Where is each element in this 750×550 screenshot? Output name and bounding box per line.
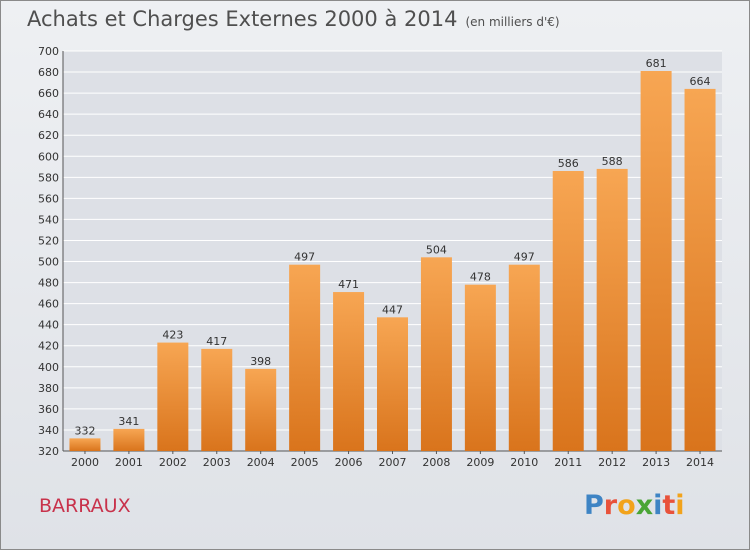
bar-value-label: 497 [294, 251, 315, 264]
bar [553, 171, 584, 451]
y-tick-label: 640 [38, 108, 59, 121]
x-tick-label: 2007 [379, 456, 407, 469]
bar [69, 438, 100, 451]
bar-value-label: 681 [646, 57, 667, 70]
bar [421, 257, 452, 451]
bar-value-label: 423 [162, 329, 183, 342]
y-tick-label: 440 [38, 319, 59, 332]
bar-value-label: 332 [74, 424, 95, 437]
bar-value-label: 341 [118, 415, 139, 428]
bar [509, 265, 540, 451]
bar-value-label: 664 [690, 75, 711, 88]
y-tick-label: 420 [38, 340, 59, 353]
y-tick-label: 700 [38, 45, 59, 58]
bar-chart: 320 340 360 380 400 420 440 460 480 500 520 540 560 5… [1, 1, 749, 549]
x-tick-label: 2005 [291, 456, 319, 469]
bar [289, 265, 320, 451]
bar-value-label: 417 [206, 335, 227, 348]
bar [245, 369, 276, 451]
x-tick-label: 2002 [159, 456, 187, 469]
y-tick-label: 660 [38, 87, 59, 100]
y-tick-label: 460 [38, 298, 59, 311]
y-tick-label: 540 [38, 213, 59, 226]
bar [641, 71, 672, 451]
bar-value-label: 447 [382, 303, 403, 316]
x-tick-label: 2009 [466, 456, 494, 469]
chart-frame: Achats et Charges Externes 2000 à 2014 (e… [0, 0, 750, 550]
bar-value-label: 398 [250, 355, 271, 368]
y-tick-label: 340 [38, 424, 59, 437]
bar-value-label: 497 [514, 251, 535, 264]
y-tick-label: 580 [38, 171, 59, 184]
y-tick-label: 680 [38, 66, 59, 79]
x-tick-label: 2010 [510, 456, 538, 469]
bar [201, 349, 232, 451]
y-tick-label: 480 [38, 277, 59, 290]
proxiti-logo: Proxiti [584, 490, 685, 521]
bar [685, 89, 716, 451]
bar-value-label: 586 [558, 157, 579, 170]
x-tick-label: 2000 [71, 456, 99, 469]
y-tick-label: 500 [38, 256, 59, 269]
y-tick-label: 380 [38, 382, 59, 395]
x-tick-label: 2006 [335, 456, 363, 469]
bar-value-label: 478 [470, 271, 491, 284]
x-tick-label: 2011 [554, 456, 582, 469]
x-tick-label: 2003 [203, 456, 231, 469]
bar-value-label: 504 [426, 243, 447, 256]
bar [113, 429, 144, 451]
x-tick-label: 2014 [686, 456, 714, 469]
x-tick-label: 2013 [642, 456, 670, 469]
x-tick-label: 2008 [422, 456, 450, 469]
x-tick-label: 2004 [247, 456, 275, 469]
y-tick-label: 560 [38, 192, 59, 205]
x-tick-label: 2012 [598, 456, 626, 469]
place-name: BARRAUX [39, 495, 131, 517]
bar [465, 285, 496, 451]
bar-value-label: 471 [338, 278, 359, 291]
y-tick-label: 620 [38, 129, 59, 142]
bar-value-label: 588 [602, 155, 623, 168]
x-tick-label: 2001 [115, 456, 143, 469]
y-tick-label: 320 [38, 445, 59, 458]
bar [377, 317, 408, 451]
y-tick-label: 360 [38, 403, 59, 416]
bar [597, 169, 628, 451]
bar [333, 292, 364, 451]
y-tick-label: 400 [38, 361, 59, 374]
bar [157, 343, 188, 451]
y-tick-label: 520 [38, 234, 59, 247]
y-tick-label: 600 [38, 150, 59, 163]
